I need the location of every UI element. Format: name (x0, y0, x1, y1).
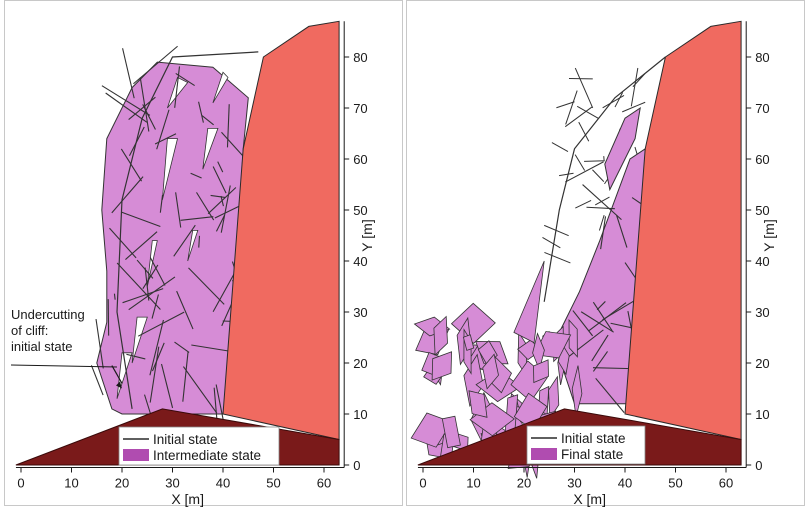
y-tick-label: 30 (755, 305, 769, 320)
chart-svg-final: 0 10 20 30 40 50 60 0 10 20 30 40 50 60 70 80 X [m] Y [m]… (407, 1, 806, 507)
legend-label: Initial state (153, 432, 218, 447)
initial-fracture-line (584, 161, 605, 162)
x-tick-label: 40 (216, 476, 230, 491)
y-tick-label: 20 (755, 356, 769, 371)
x-tick-label: 50 (668, 476, 682, 491)
intermediate-block-mass (97, 62, 249, 414)
legend-swatch-patch (531, 448, 557, 460)
x-tick-label: 20 (115, 476, 129, 491)
y-tick-label: 10 (755, 407, 769, 422)
annotation-text: initial state (11, 339, 72, 354)
initial-fracture-line (565, 107, 592, 127)
legend-label: Initial state (561, 431, 626, 446)
y-tick-label: 70 (755, 101, 769, 116)
x-tick-label: 10 (64, 476, 78, 491)
initial-fracture-line (559, 173, 573, 175)
annotation-text: Undercutting (11, 307, 85, 322)
y-tick-label: 70 (353, 101, 367, 116)
rock-blocks (411, 57, 665, 478)
legend-label: Intermediate state (153, 448, 261, 463)
initial-fracture-line (622, 102, 645, 112)
annotation-text: of cliff: (11, 323, 48, 338)
y-tick-label: 10 (353, 407, 367, 422)
cliff-face (223, 21, 339, 439)
debris-block (469, 391, 487, 418)
y-axis-label: Y [m] (359, 219, 375, 251)
chart-panel-final: 0 10 20 30 40 50 60 0 10 20 30 40 50 60 70 80 X [m] Y [m]… (406, 0, 805, 506)
x-tick-label: 20 (517, 476, 531, 491)
initial-fracture-line (579, 122, 589, 141)
x-tick-label: 60 (719, 476, 733, 491)
fracture-line (199, 236, 200, 248)
chart-panel-intermediate: 0 10 20 30 40 50 60 0 10 20 30 40 50 60 70 80 X [m] Y [m]… (4, 0, 403, 506)
initial-fracture-line (592, 170, 603, 182)
x-tick-label: 60 (317, 476, 331, 491)
initial-fracture-line (552, 143, 568, 152)
y-tick-label: 20 (353, 356, 367, 371)
y-tick-label: 0 (353, 458, 360, 473)
x-tick-label: 30 (165, 476, 179, 491)
initial-fracture-line (575, 68, 592, 108)
y-tick-label: 40 (755, 254, 769, 269)
y-tick-label: 0 (755, 458, 762, 473)
initial-fracture-line (544, 252, 570, 263)
y-tick-label: 60 (755, 152, 769, 167)
y-tick-label: 50 (755, 203, 769, 218)
initial-fracture-line (542, 237, 560, 247)
fracture-line (586, 207, 614, 208)
y-tick-label: 80 (353, 50, 367, 65)
x-tick-label: 40 (618, 476, 632, 491)
y-tick-label: 50 (353, 203, 367, 218)
x-tick-label: 0 (419, 476, 426, 491)
x-axis-label: X [m] (573, 491, 606, 507)
x-tick-label: 50 (266, 476, 280, 491)
initial-fracture-line (575, 155, 585, 171)
x-tick-label: 10 (466, 476, 480, 491)
x-tick-label: 30 (567, 476, 581, 491)
y-tick-label: 40 (353, 254, 367, 269)
fracture-line (114, 294, 115, 300)
initial-fracture-line (633, 73, 645, 86)
x-axis-label: X [m] (171, 491, 204, 507)
y-tick-label: 30 (353, 305, 367, 320)
initial-fracture-line (631, 68, 638, 106)
debris-block (514, 261, 544, 343)
cliff-face (625, 21, 741, 439)
legend-swatch-patch (123, 449, 149, 461)
initial-fracture-line (603, 95, 624, 107)
y-axis-label: Y [m] (761, 219, 777, 251)
y-tick-label: 80 (755, 50, 769, 65)
chart-svg-intermediate: 0 10 20 30 40 50 60 0 10 20 30 40 50 60 70 80 X [m] Y [m]… (5, 1, 404, 507)
fracture-line (123, 48, 135, 98)
initial-fracture-line (577, 106, 599, 118)
legend-label: Final state (561, 447, 623, 462)
y-tick-label: 60 (353, 152, 367, 167)
x-tick-label: 0 (17, 476, 24, 491)
